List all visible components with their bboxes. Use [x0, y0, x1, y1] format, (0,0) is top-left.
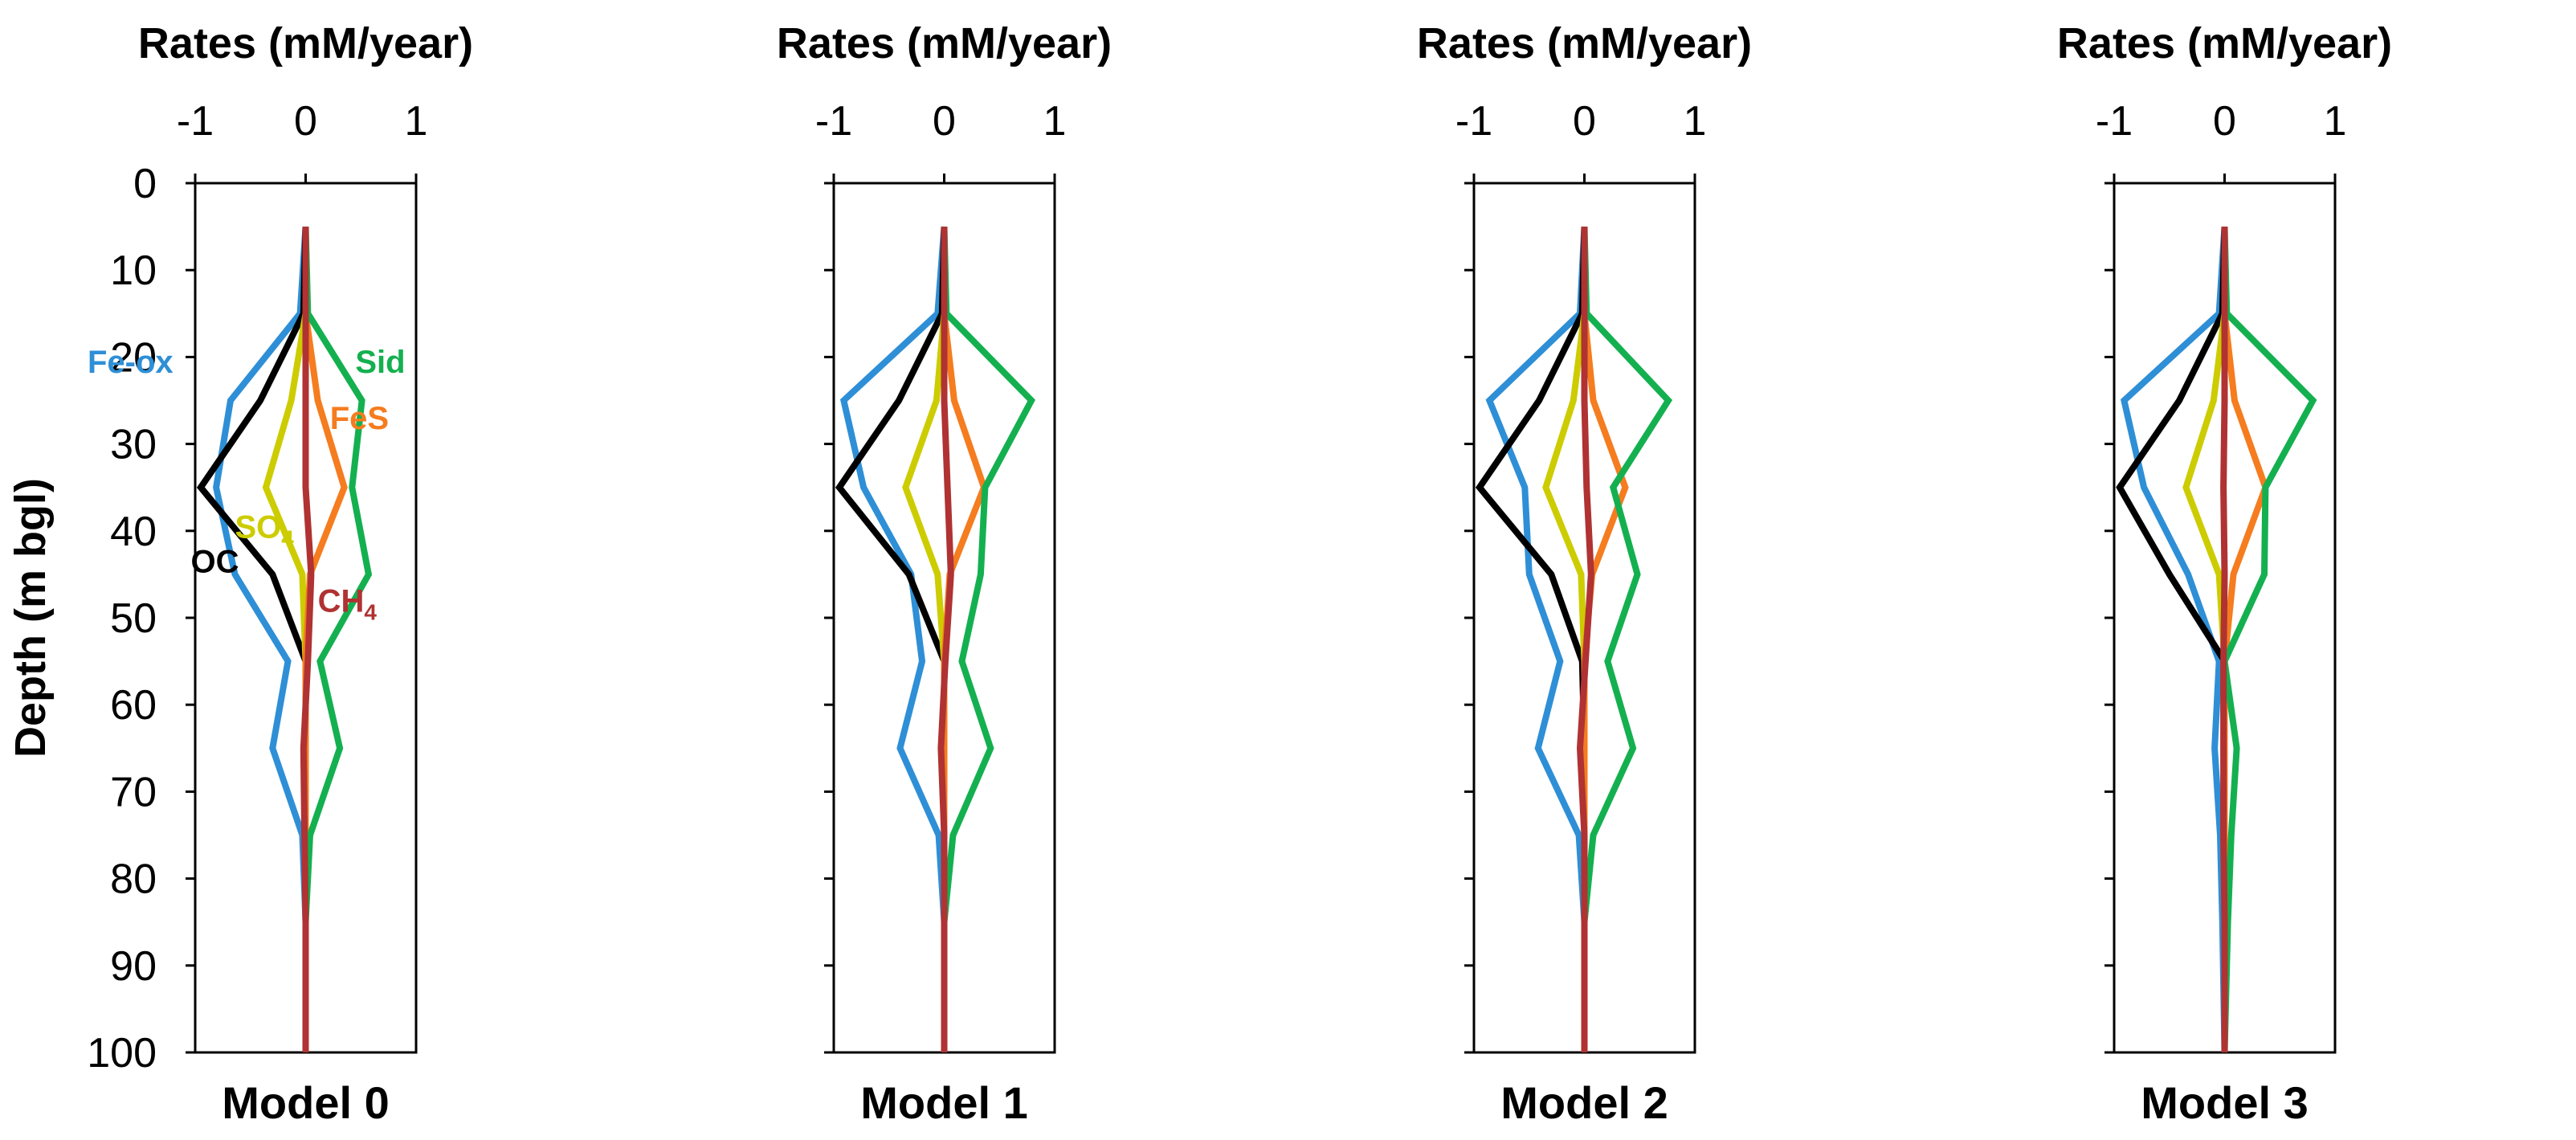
- series-label-text: Sid: [355, 345, 405, 380]
- series-line-oc: [835, 227, 948, 1052]
- series-label-fes: FeS: [330, 401, 389, 436]
- x-axis-title: Rates (mM/year): [138, 19, 473, 67]
- series-line-oc: [2116, 227, 2228, 1052]
- series-line-fe-ox: [213, 226, 309, 1052]
- x-tick-label: 0: [294, 98, 317, 145]
- series-line-ch4: [1576, 227, 1594, 1052]
- series-label-sid: Sid: [355, 345, 405, 380]
- x-tick-label: -1: [2096, 98, 2133, 145]
- series-line-ch4: [937, 227, 954, 1052]
- y-tick-label: 30: [110, 422, 157, 468]
- series-label-ch4: CH4: [318, 583, 378, 624]
- series-label-fe-ox: Fe-ox: [88, 345, 174, 380]
- series-label-text: FeS: [330, 401, 389, 436]
- y-tick-label: 40: [110, 509, 157, 555]
- series-label-text: Fe-ox: [88, 345, 174, 380]
- panel-title: Model 3: [2141, 1077, 2308, 1128]
- series-line-ch4: [2220, 227, 2228, 1052]
- y-tick-label: 70: [110, 769, 157, 815]
- series-line-sid: [2221, 226, 2317, 1053]
- series-line-ch4: [300, 227, 315, 1052]
- panel-title: Model 0: [222, 1077, 389, 1128]
- y-tick-label: 0: [133, 161, 157, 207]
- x-axis-title: Rates (mM/year): [2057, 19, 2392, 67]
- x-axis-title: Rates (mM/year): [1417, 19, 1752, 67]
- x-tick-label: -1: [177, 98, 214, 145]
- x-tick-label: 0: [933, 98, 956, 145]
- series-line-sid: [941, 226, 1036, 1052]
- x-axis-title: Rates (mM/year): [777, 19, 1112, 67]
- series-label-so4: SO4: [235, 509, 295, 550]
- x-tick-label: 1: [405, 98, 428, 145]
- series-label-subscript: 4: [364, 599, 377, 624]
- series-label-oc: OC: [191, 545, 239, 580]
- x-tick-label: 1: [2324, 98, 2347, 145]
- series-label-text: OC: [191, 545, 239, 580]
- series-line-fe-ox: [839, 226, 948, 1052]
- x-tick-label: 1: [1684, 98, 1707, 145]
- panel-title: Model 2: [1500, 1077, 1668, 1128]
- x-tick-label: -1: [1455, 98, 1492, 145]
- y-tick-label: 80: [110, 856, 157, 903]
- series-line-oc: [196, 227, 309, 1052]
- series-line-oc: [1475, 227, 1588, 1052]
- y-tick-label: 100: [87, 1030, 157, 1077]
- series-label-text: CH: [318, 583, 365, 619]
- series-line-sid: [1581, 226, 1673, 1052]
- y-tick-label: 50: [110, 595, 157, 642]
- y-tick-label: 20: [110, 334, 157, 381]
- y-tick-label: 90: [110, 943, 157, 990]
- x-tick-label: 0: [1573, 98, 1596, 145]
- panel-title: Model 1: [860, 1077, 1027, 1128]
- series-line-fe-ox: [1485, 226, 1588, 1052]
- y-tick-label: 60: [110, 682, 157, 729]
- x-tick-label: 0: [2213, 98, 2236, 145]
- x-tick-label: -1: [815, 98, 852, 145]
- y-tick-label: 10: [110, 247, 157, 294]
- series-label-text: SO: [235, 509, 282, 545]
- y-axis-title: Depth (m bgl): [6, 478, 55, 758]
- series-label-subscript: 4: [281, 525, 294, 550]
- x-tick-label: 1: [1043, 98, 1067, 145]
